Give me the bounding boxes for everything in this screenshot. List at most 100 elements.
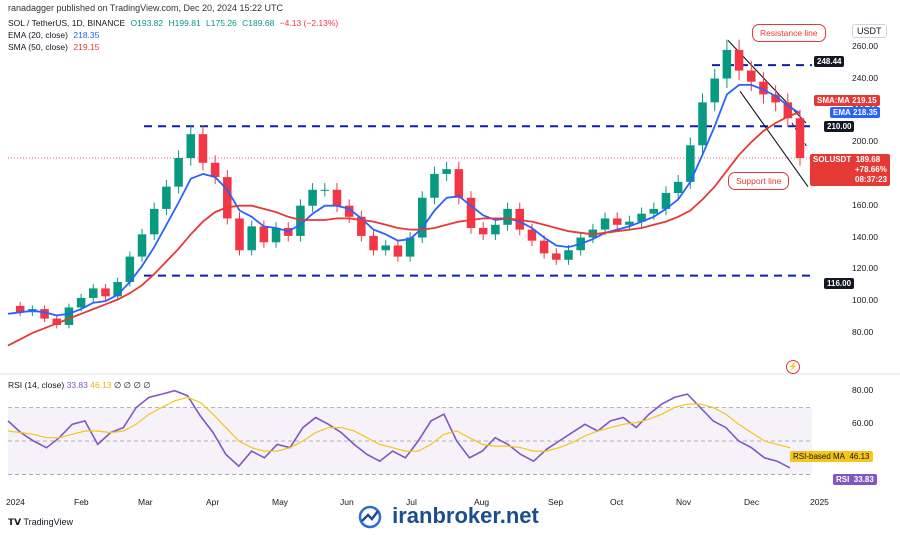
x-tick-label: Nov (676, 497, 692, 507)
price-tag-countdown: 08:37:23 (855, 175, 888, 184)
rsi-legend-value: 33.83 (66, 380, 88, 390)
candle-body-54 (661, 193, 671, 209)
candle-body-53 (649, 208, 659, 214)
candle-body-45 (552, 253, 561, 260)
watermark: iranbroker.net (358, 503, 539, 529)
sma-value: 219.15 (73, 42, 100, 52)
rsi-ma-tag-value: 46.13 (849, 452, 870, 461)
price-tag-pct: +78.66% (855, 165, 887, 174)
candle-body-37 (454, 169, 464, 198)
ema-tag-value: 218.35 (853, 108, 878, 117)
sma-ma-tag: SMA:MA 219.15 (814, 95, 880, 106)
candle-body-27 (332, 189, 342, 206)
tradingview-icon: 𝗧𝗩 (8, 517, 22, 527)
lightning-icon[interactable]: ⚡ (786, 360, 800, 374)
candle-body-39 (478, 227, 488, 235)
x-tick-label: Jul (406, 497, 417, 507)
candle-body-7 (89, 288, 98, 298)
open-value: O193.82 (130, 18, 164, 28)
candle-body-4 (52, 318, 62, 325)
ema-label: EMA (20, close) (8, 30, 68, 40)
x-tick-label: Mar (138, 497, 153, 507)
y-tick-label: 120.00 (852, 263, 878, 274)
candle-body-11 (137, 234, 147, 257)
rsi-ma-tag: RSI-based MA 46.13 (790, 451, 873, 462)
candle-body-35 (430, 173, 439, 198)
tradingview-label: TradingView (23, 517, 73, 527)
candle-body-9 (113, 282, 122, 297)
level-210-tag: 210.00 (824, 121, 855, 132)
x-tick-label: Jun (340, 497, 354, 507)
price-tag: SOLUSDT 189.68 +78.66% 08:37:23 (810, 154, 891, 186)
candle-body-51 (625, 221, 634, 225)
rsi-ma-tag-label: RSI-based MA (793, 452, 846, 461)
ema-tag-label: EMA (833, 108, 851, 117)
ema-value: 218.35 (73, 30, 100, 40)
y-tick-label: 260.00 (852, 40, 878, 51)
candle-body-57 (698, 102, 707, 146)
candle-body-28 (344, 205, 354, 217)
x-tick-label: 2024 (6, 497, 25, 507)
sma-legend[interactable]: SMA (50, close) 219.15 (8, 42, 99, 52)
candle-body-63 (771, 94, 780, 103)
candle-body-19 (235, 218, 244, 251)
candle-body-64 (783, 102, 793, 119)
candle-body-36 (442, 169, 451, 174)
candle-body-58 (710, 78, 719, 103)
level-116-tag: 116.00 (824, 278, 855, 289)
close-value: C189.68 (242, 18, 275, 28)
rsi-legend[interactable]: RSI (14, close) 33.83 46.13 ∅ ∅ ∅ ∅ (8, 380, 151, 391)
price-tag-value: 189.68 (855, 155, 881, 164)
y-tick-label: 160.00 (852, 199, 878, 210)
ema-legend[interactable]: EMA (20, close) 218.35 (8, 30, 99, 40)
candle-body-41 (503, 208, 512, 225)
candle-body-62 (759, 81, 768, 95)
tradingview-logo[interactable]: 𝗧𝗩 TradingView (8, 517, 73, 528)
candle-body-13 (162, 186, 171, 209)
candle-body-33 (405, 237, 415, 257)
y-tick-label: 140.00 (852, 231, 878, 242)
sma-label: SMA (50, close) (8, 42, 68, 52)
candle-body-44 (539, 240, 549, 254)
resistance-callout: Resistance line (752, 24, 826, 42)
y-tick-label: 80.00 (852, 326, 874, 337)
candle-body-14 (174, 158, 183, 187)
high-value: H199.81 (168, 18, 201, 28)
ema-tag: EMA 218.35 (830, 107, 881, 118)
publish-header: ranadagger published on TradingView.com,… (8, 3, 284, 13)
candle-body-32 (393, 245, 403, 257)
candle-body-29 (357, 216, 366, 236)
low-value: L175.26 (206, 18, 237, 28)
candle-body-48 (588, 229, 598, 238)
symbol-name[interactable]: SOL / TetherUS, 1D, BINANCE (8, 18, 126, 28)
x-tick-label: Feb (74, 497, 89, 507)
currency-label[interactable]: USDT (852, 24, 887, 38)
candle-body-24 (296, 205, 305, 236)
candle-body-38 (466, 197, 476, 228)
channel-projection-line (791, 122, 809, 149)
candle-body-12 (149, 208, 159, 235)
ema-line (7, 84, 801, 317)
rsi-ma-line (7, 396, 791, 452)
candle-body-10 (125, 256, 135, 283)
rsi-label: RSI (14, close) (8, 380, 65, 390)
symbol-legend: SOL / TetherUS, 1D, BINANCE O193.82 H199… (8, 18, 338, 28)
candle-body-30 (369, 235, 378, 251)
rsi-tick-label: 60.00 (852, 418, 874, 429)
rsi-tag-value: 33.83 (853, 475, 874, 484)
x-tick-label: Apr (206, 497, 220, 507)
candle-body-18 (223, 177, 232, 219)
candle-body-17 (210, 162, 220, 178)
candle-body-61 (746, 70, 756, 82)
x-tick-label: Oct (610, 497, 624, 507)
sma-ma-tag-value: 219.15 (852, 96, 877, 105)
candle-body-6 (76, 297, 86, 308)
candle-body-52 (637, 213, 646, 222)
change-value: −4.13 (−2.13%) (279, 18, 339, 28)
broker-logo-icon (358, 505, 382, 529)
x-tick-label: 2025 (810, 497, 829, 507)
resistance-channel-line (727, 39, 807, 124)
candle-body-3 (40, 309, 49, 319)
candle-body-26 (320, 189, 330, 191)
